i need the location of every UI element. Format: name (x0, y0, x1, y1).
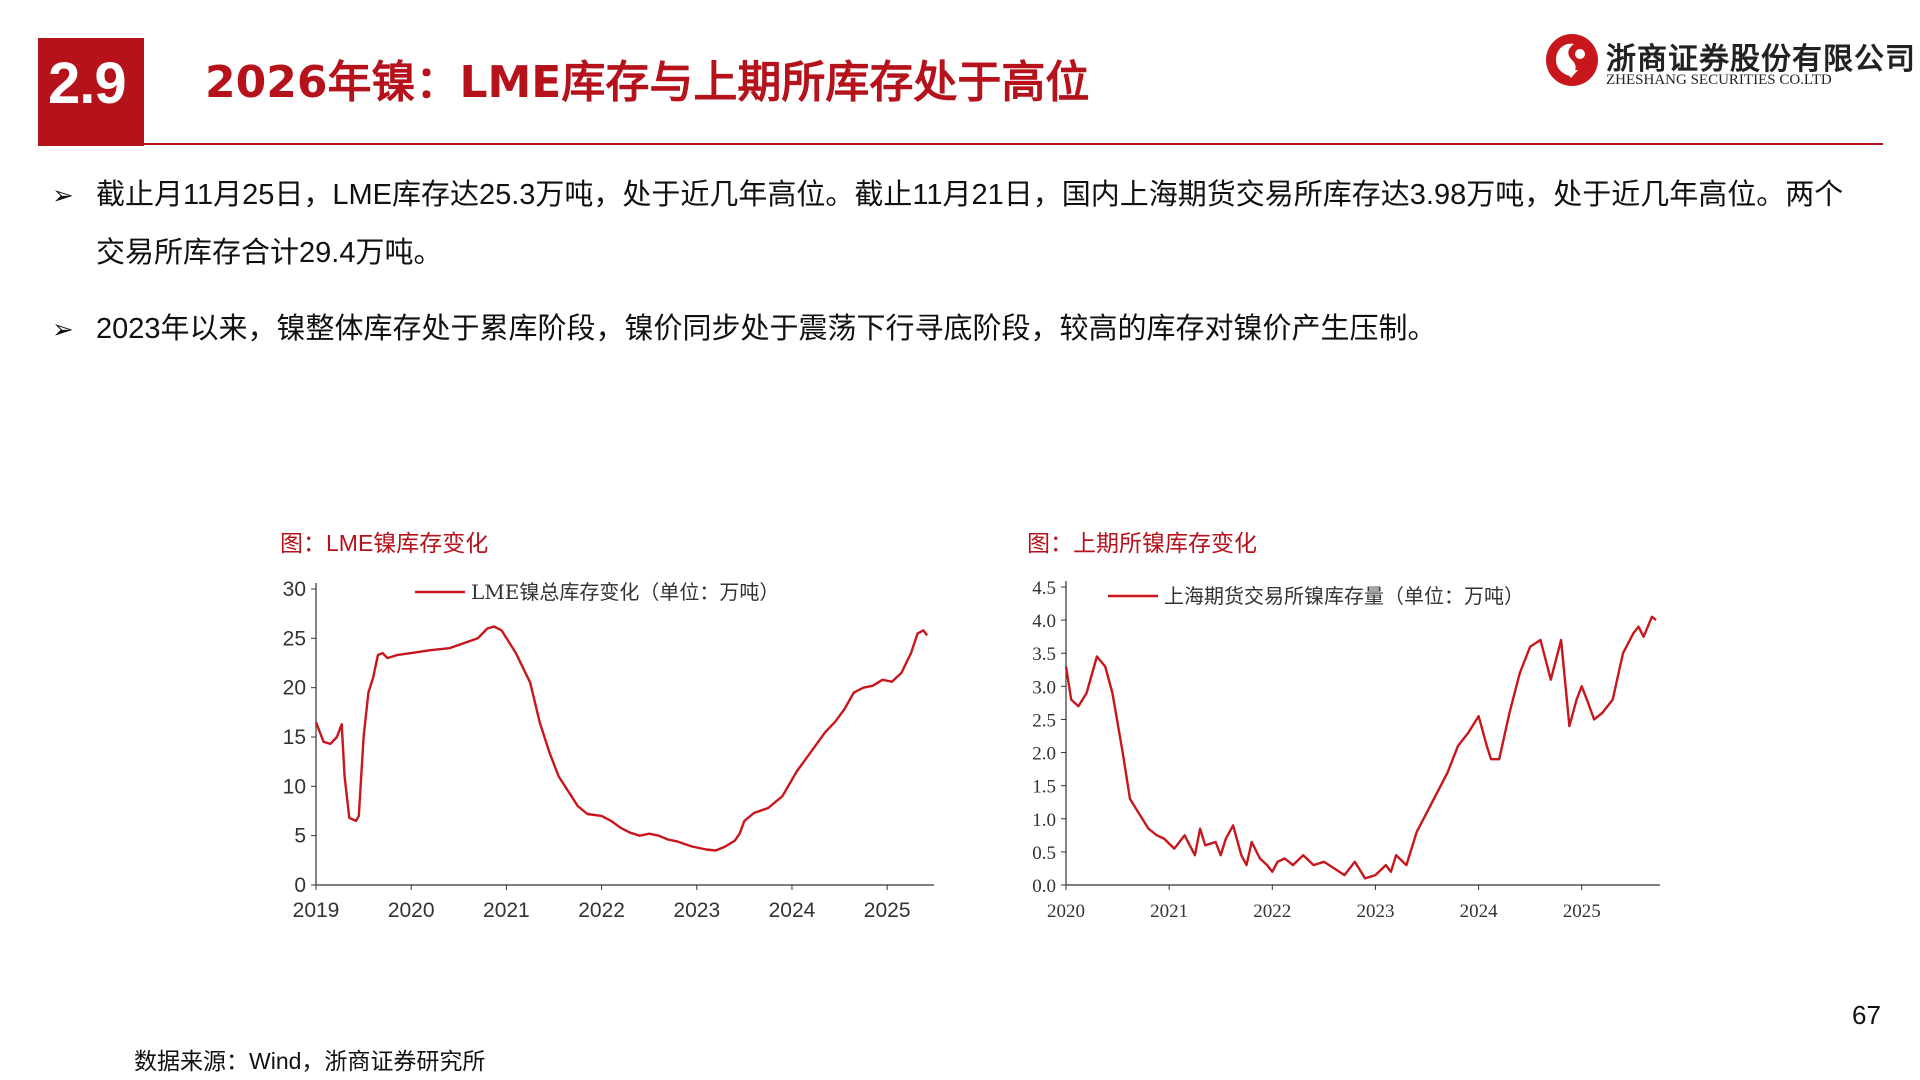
company-logo: 浙商证券股份有限公司 ZHESHANG SECURITIES CO.LTD (1544, 32, 1915, 92)
shfe-inventory-chart: 0.0 0.5 1.0 1.5 2.0 2.5 3.0 3.5 4.0 4.5 2020 2021 20… (1032, 578, 1660, 922)
data-source: 数据来源：Wind，浙商证券研究所 (134, 1048, 486, 1074)
series-line (314, 625, 929, 852)
title-divider (38, 143, 1883, 145)
y-tick-label: 1.0 (1032, 810, 1056, 831)
x-tick-label: 2023 (673, 899, 720, 922)
bullet-list: ➢ 截止月11月25日，LME库存达25.3万吨，处于近几年高位。截止11月21… (52, 166, 1872, 376)
x-tick-label: 2025 (1563, 901, 1601, 922)
y-tick-label: 20 (283, 677, 306, 700)
y-tick-label: 0 (294, 874, 306, 897)
y-tick-label: 30 (283, 578, 306, 601)
logo-english-name: ZHESHANG SECURITIES CO.LTD (1606, 72, 1832, 88)
bullet-text: 截止月11月25日，LME库存达25.3万吨，处于近几年高位。截止11月21日，… (96, 179, 1844, 269)
x-tick-label: 2020 (388, 899, 435, 922)
y-tick-label: 10 (283, 775, 306, 798)
chart-title-lme: 图：LME镍库存变化 (280, 530, 489, 556)
y-tick-label: 2.5 (1032, 710, 1056, 731)
zheshang-logo-icon (1546, 34, 1598, 86)
x-tick-label: 2019 (293, 899, 340, 922)
section-badge (38, 38, 144, 146)
page-number: 67 (1852, 1000, 1881, 1030)
arrow-bullet-icon: ➢ (52, 180, 74, 210)
y-tick-label: 2.0 (1032, 744, 1056, 765)
x-tick-label: 2020 (1047, 901, 1085, 922)
x-tick-label: 2021 (1150, 901, 1188, 922)
bullet-item: ➢ 2023年以来，镍整体库存处于累库阶段，镍价同步处于震荡下行寻底阶段，较高的… (52, 300, 1872, 358)
y-tick-label: 3.0 (1032, 677, 1056, 698)
logo-company-name: 浙商证券股份有限公司 (1606, 42, 1916, 77)
arrow-bullet-icon: ➢ (52, 314, 74, 344)
bullet-item: ➢ 截止月11月25日，LME库存达25.3万吨，处于近几年高位。截止11月21… (52, 166, 1872, 282)
y-tick-label: 4.5 (1032, 578, 1056, 599)
y-tick-label: 15 (283, 726, 306, 749)
x-tick-label: 2021 (483, 899, 530, 922)
y-tick-label: 5 (294, 825, 306, 848)
series-line (1064, 615, 1657, 880)
x-tick-label: 2024 (1460, 901, 1499, 922)
y-tick-label: 3.5 (1032, 644, 1056, 665)
slide-title: 2026年镍：LME库存与上期所库存处于高位 (205, 57, 1090, 108)
x-tick-label: 2023 (1356, 901, 1394, 922)
x-tick-label: 2024 (769, 899, 816, 922)
section-number: 2.9 (48, 51, 127, 116)
chart-title-shfe: 图：上期所镍库存变化 (1027, 530, 1257, 556)
y-tick-label: 4.0 (1032, 611, 1056, 632)
legend-label: LME镍总库存变化（单位：万吨） (471, 580, 779, 604)
bullet-text: 2023年以来，镍整体库存处于累库阶段，镍价同步处于震荡下行寻底阶段，较高的库存… (96, 313, 1437, 345)
legend-label: 上海期货交易所镍库存量（单位：万吨） (1164, 584, 1524, 608)
x-tick-label: 2025 (864, 899, 911, 922)
x-tick-label: 2022 (578, 899, 625, 922)
y-tick-label: 0.5 (1032, 843, 1056, 864)
y-tick-label: 0.0 (1032, 876, 1056, 897)
y-tick-label: 1.5 (1032, 777, 1056, 798)
y-tick-label: 25 (283, 627, 306, 650)
x-tick-label: 2022 (1253, 901, 1291, 922)
